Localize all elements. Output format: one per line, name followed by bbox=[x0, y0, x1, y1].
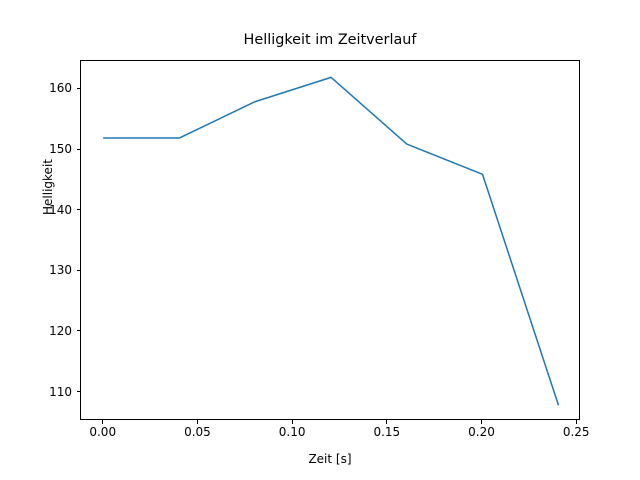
plot-axes-frame bbox=[80, 60, 580, 420]
y-tick-label: 130 bbox=[49, 263, 72, 278]
chart-title: Helligkeit im Zeitverlauf bbox=[243, 32, 417, 48]
x-tick-label: 0.25 bbox=[562, 425, 590, 439]
y-tick-mark bbox=[76, 87, 80, 90]
x-axis-label: Zeit [s] bbox=[308, 452, 352, 466]
y-axis-label: Helligkeit bbox=[41, 159, 55, 215]
x-tick-label: 0.00 bbox=[89, 425, 117, 439]
x-tick-mark bbox=[196, 420, 198, 424]
y-tick-mark bbox=[76, 390, 80, 393]
x-tick-mark bbox=[575, 420, 577, 424]
y-tick-label: 120 bbox=[49, 323, 72, 338]
x-tick-label: 0.15 bbox=[373, 425, 401, 439]
line-plot bbox=[102, 76, 560, 406]
y-tick-mark bbox=[76, 148, 80, 150]
x-tick-label: 0.10 bbox=[278, 425, 306, 439]
data-series-line bbox=[102, 76, 560, 406]
y-tick-mark bbox=[76, 269, 80, 271]
y-tick-mark bbox=[76, 330, 80, 332]
y-tick-label: 150 bbox=[49, 142, 72, 157]
x-tick-mark bbox=[102, 420, 104, 424]
x-tick-label: 0.05 bbox=[184, 425, 211, 439]
y-tick-label: 160 bbox=[49, 81, 72, 96]
x-tick-mark bbox=[291, 420, 293, 424]
x-tick-mark bbox=[386, 420, 388, 424]
x-tick-mark bbox=[480, 420, 483, 424]
y-tick-label: 140 bbox=[49, 202, 72, 217]
y-tick-mark bbox=[76, 209, 80, 211]
y-tick-label: 110 bbox=[49, 384, 72, 399]
x-tick-label: 0.20 bbox=[468, 425, 495, 439]
